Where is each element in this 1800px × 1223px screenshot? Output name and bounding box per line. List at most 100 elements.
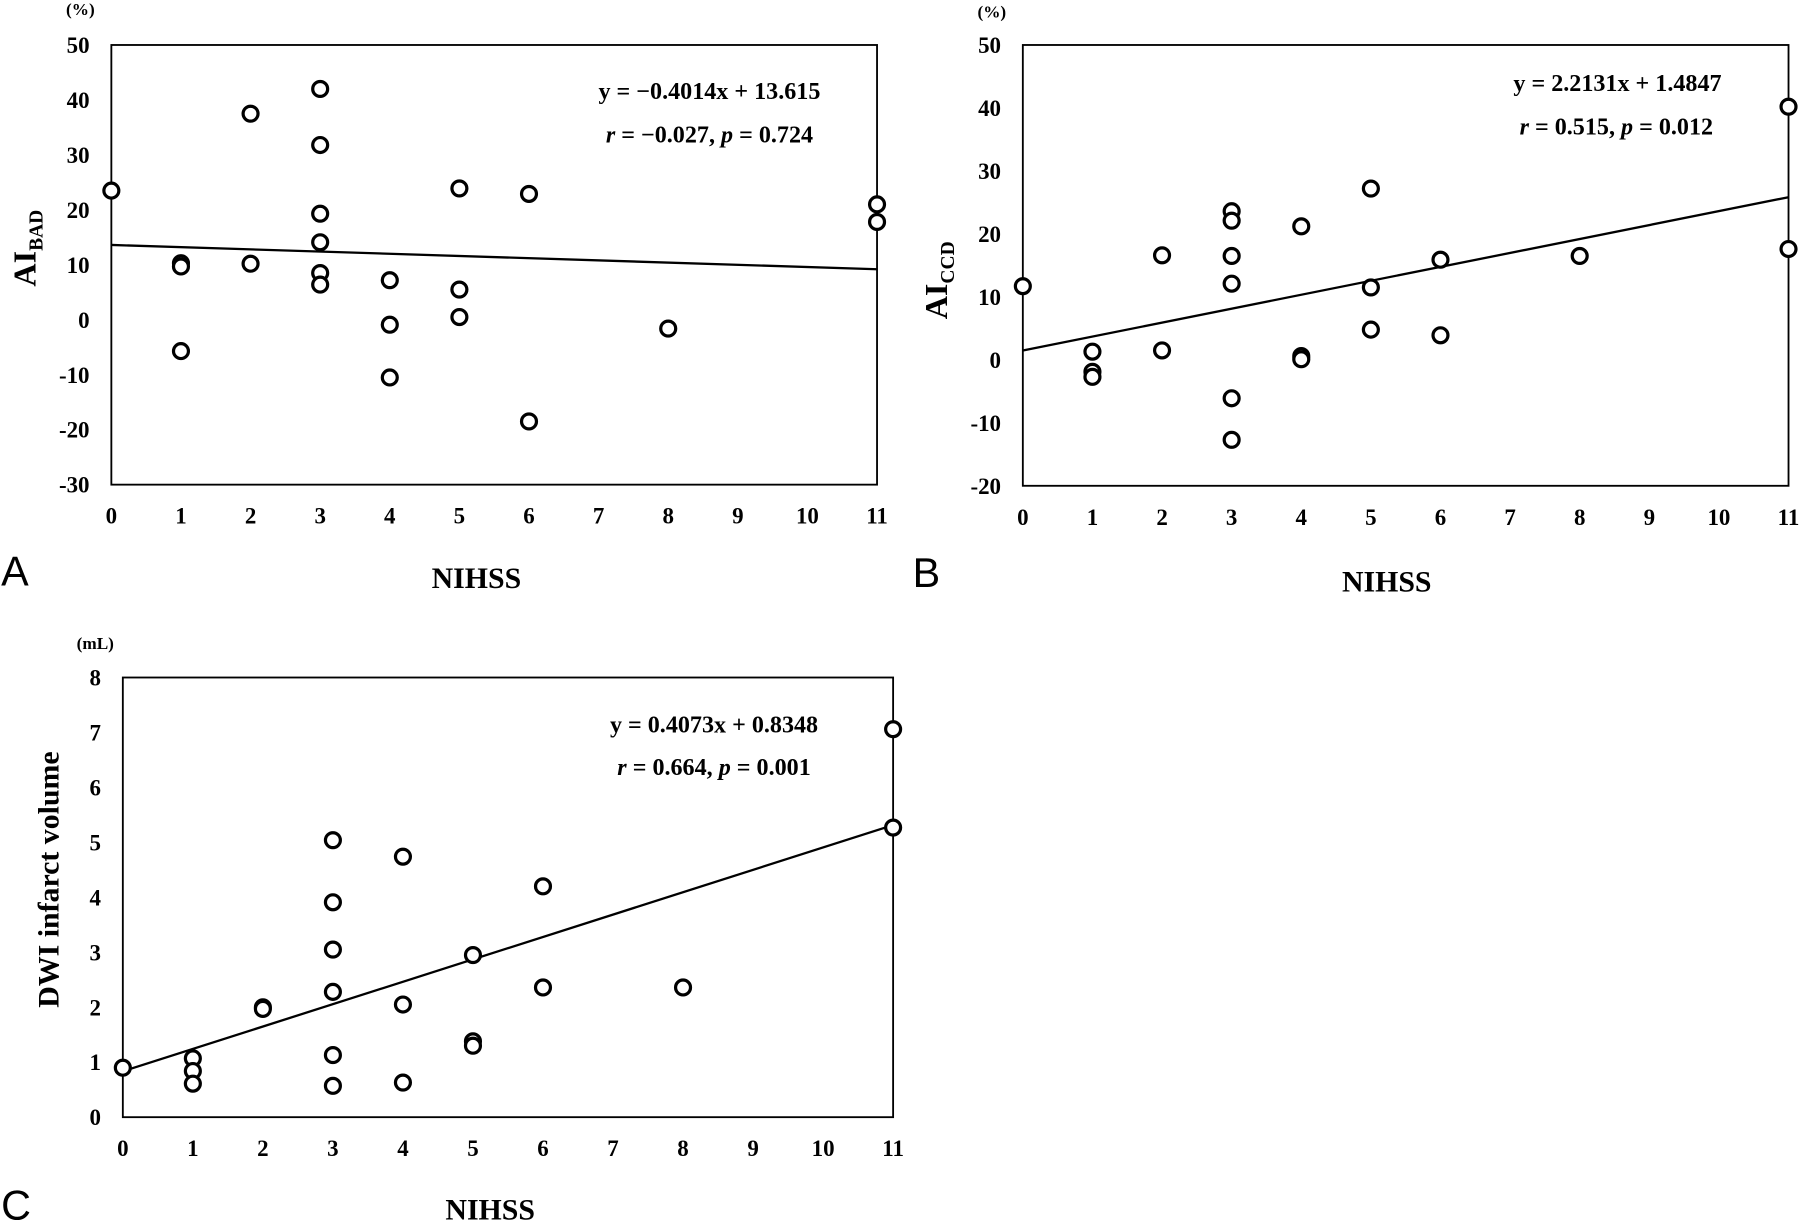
data-point: [311, 275, 330, 294]
data-point: [393, 1073, 413, 1092]
x-tick-label: 3: [314, 504, 325, 529]
x-tick-label: 10: [1707, 505, 1730, 530]
regression-line: [111, 243, 878, 271]
y-tick-label: 30: [978, 159, 1001, 184]
data-point: [393, 995, 413, 1014]
data-point: [1222, 274, 1241, 293]
data-point: [380, 271, 399, 290]
y-axis-label-main: AI: [918, 284, 954, 320]
y-axis-label-main: AI: [7, 251, 43, 287]
data-point: [884, 720, 903, 739]
r-symbol: r: [606, 123, 616, 149]
plot-area: -30 -20 -10 0 10 20 30 40 50 0 1 2 3 4 5 6 7 8 9 10 11: [59, 33, 888, 529]
data-point: [1083, 342, 1102, 361]
x-tick-label: 9: [732, 504, 743, 529]
y-tick-label: 1: [90, 1050, 101, 1075]
y-axis-label: AIBAD: [7, 210, 48, 287]
data-point: [1222, 211, 1241, 230]
x-tick-label: 4: [384, 504, 396, 529]
data-point: [1292, 350, 1311, 369]
y-tick-label: 10: [978, 285, 1001, 310]
regression-equation: y = 2.2131x + 1.4847: [1513, 71, 1721, 97]
x-axis-label: NIHSS: [1342, 565, 1432, 598]
r-symbol: r: [617, 755, 627, 781]
data-point: [519, 184, 539, 203]
x-axis-label: NIHSS: [445, 1193, 535, 1223]
p-value: = 0.724: [739, 123, 813, 149]
x-tick-label: 2: [257, 1136, 268, 1161]
x-tick-label: 0: [106, 504, 117, 529]
y-tick-label: 7: [90, 721, 101, 746]
data-point: [241, 104, 260, 123]
y-unit-label: (%): [978, 2, 1007, 21]
y-unit-label: (%): [66, 0, 95, 19]
regression-equation: y = −0.4014x + 13.615: [598, 79, 820, 105]
data-point: [311, 233, 330, 252]
y-tick-label: 5: [90, 830, 101, 855]
data-point: [311, 204, 330, 223]
data-point: [311, 135, 330, 155]
x-tick-label: 1: [175, 504, 186, 529]
y-tick-label: 40: [67, 88, 90, 113]
x-tick-label: 5: [467, 1136, 478, 1161]
data-point: [380, 368, 399, 387]
x-tick-label: 4: [397, 1136, 409, 1161]
data-point: [171, 257, 191, 276]
data-point: [1570, 246, 1589, 266]
data-point: [171, 342, 191, 361]
y-tick-label: -20: [970, 474, 1001, 499]
data-point: [673, 978, 693, 997]
p-symbol: p: [1619, 115, 1633, 141]
x-tick-label: 8: [677, 1136, 688, 1161]
data-point: [1431, 326, 1450, 345]
data-point: [1152, 341, 1172, 360]
plot-frame: [121, 676, 895, 1119]
y-tick-label: 8: [90, 666, 101, 691]
y-tick-label: 2: [90, 995, 101, 1020]
data-point: [1222, 389, 1241, 408]
p-symbol: p: [717, 755, 731, 781]
y-tick-label: 20: [978, 222, 1001, 247]
data-point: [323, 1046, 342, 1065]
x-tick-label: 8: [1574, 505, 1585, 530]
data-point: [183, 1074, 202, 1093]
data-point: [311, 79, 330, 99]
x-tick-label: 10: [812, 1136, 835, 1161]
data-point: [659, 319, 678, 338]
r-value: = 0.515,: [1535, 115, 1615, 141]
y-axis-label: AICCD: [918, 241, 959, 319]
data-point: [463, 1036, 483, 1055]
panel-letter: B: [913, 550, 941, 596]
x-tick-label: 1: [187, 1136, 198, 1161]
data-point: [380, 315, 399, 334]
x-tick-label: 6: [1435, 505, 1446, 530]
x-tick-label: 0: [117, 1136, 128, 1161]
y-tick-label: 30: [67, 143, 90, 168]
y-tick-label: 4: [90, 885, 102, 910]
correlation-stats: r = −0.027, p = 0.724: [606, 123, 813, 149]
regression-line: [122, 823, 894, 1073]
x-tick-label: 11: [866, 504, 888, 529]
r-value: = 0.664,: [633, 755, 713, 781]
data-point: [1222, 246, 1241, 266]
x-tick-label: 3: [327, 1136, 338, 1161]
x-tick-label: 6: [537, 1136, 548, 1161]
data-point: [1431, 250, 1450, 269]
regression-equation: y = 0.4073x + 0.8348: [610, 713, 818, 739]
data-point: [102, 181, 121, 200]
y-axis-label: DWI infarct volume: [33, 751, 66, 1007]
y-tick-label: 50: [978, 33, 1001, 58]
x-tick-label: 1: [1087, 505, 1098, 530]
data-point: [1361, 320, 1380, 339]
data-point: [1083, 367, 1102, 386]
y-tick-label: 10: [67, 253, 90, 278]
x-tick-label: 7: [1504, 505, 1515, 530]
panel-letter: C: [1, 1182, 31, 1223]
x-tick-label: 0: [1017, 505, 1028, 530]
y-tick-label: 50: [67, 33, 90, 58]
data-point: [113, 1058, 132, 1077]
correlation-stats: r = 0.664, p = 0.001: [617, 755, 811, 781]
y-axis-label-subscript: BAD: [26, 210, 47, 251]
r-value: = −0.027,: [621, 123, 715, 149]
